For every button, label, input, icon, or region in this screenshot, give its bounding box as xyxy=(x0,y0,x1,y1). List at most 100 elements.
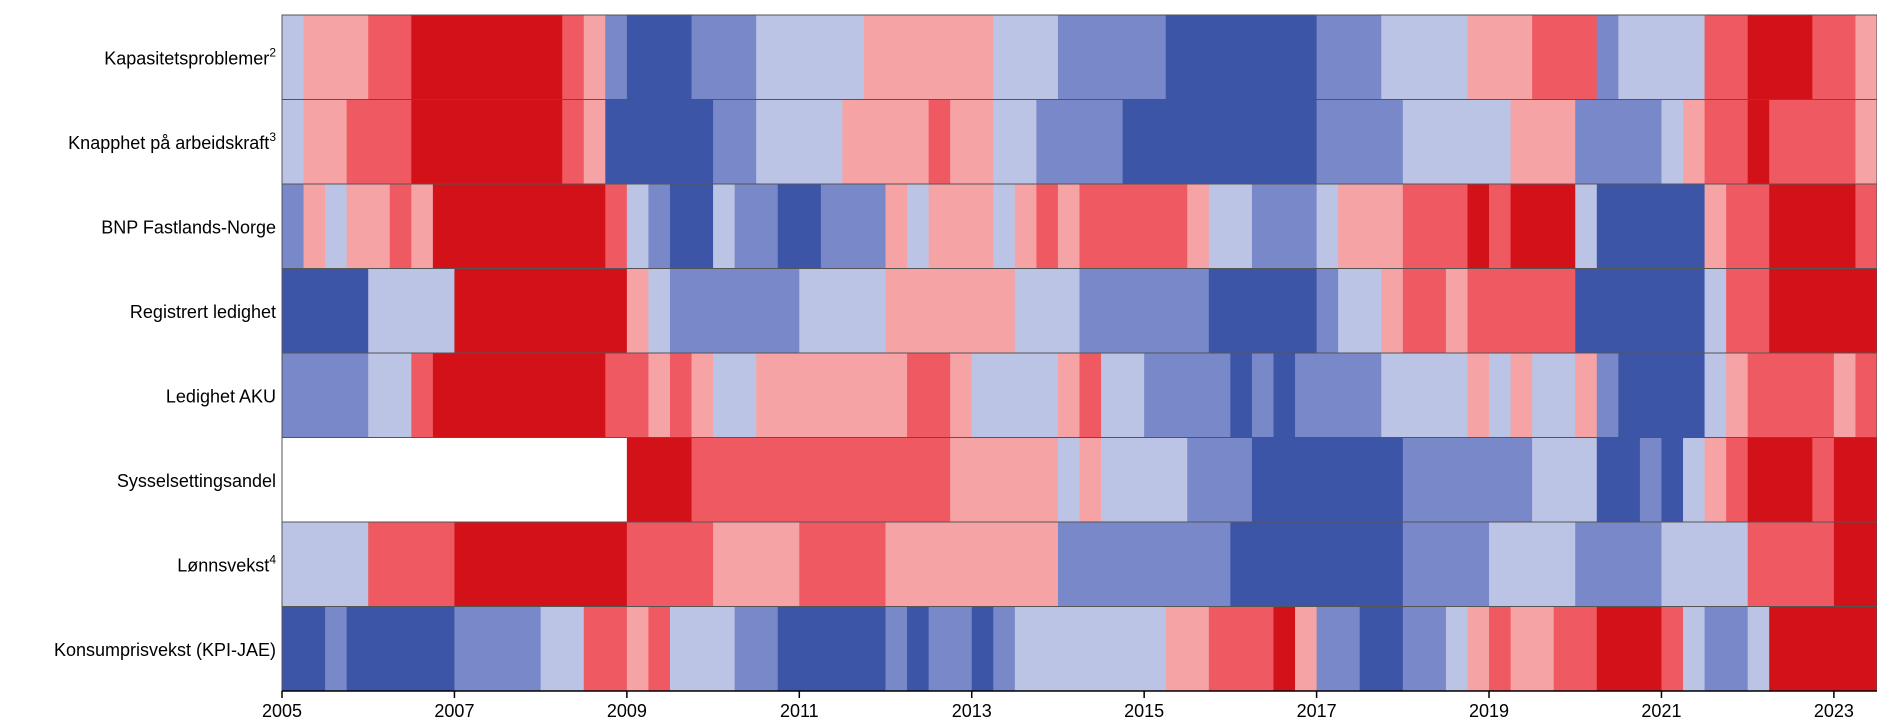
heatmap-cell-bnp-fastlands-norge xyxy=(282,184,305,269)
heatmap-cell-l-nnsvekst xyxy=(1402,522,1490,607)
heatmap-cell-konsumprisvekst-kpi-jae xyxy=(325,606,348,691)
heatmap-cell-bnp-fastlands-norge xyxy=(1187,184,1210,269)
row-label-knapphet-p-arbeidskraft: Knapphet på arbeidskraft3 xyxy=(68,130,276,153)
heatmap-cell-bnp-fastlands-norge xyxy=(1057,184,1081,269)
heatmap-cell-registrert-ledighet xyxy=(1704,268,1727,353)
heatmap-cell-registrert-ledighet xyxy=(1079,268,1210,353)
heatmap-cell-konsumprisvekst-kpi-jae xyxy=(1467,606,1490,691)
heatmap-cell-registrert-ledighet xyxy=(626,268,650,353)
heatmap-cell-kapasitetsproblemer xyxy=(1316,15,1382,100)
x-tick-label: 2021 xyxy=(1641,701,1681,720)
heatmap-cell-l-nnsvekst xyxy=(1057,522,1231,607)
heatmap-cell-ledighet-aku xyxy=(1251,353,1275,438)
heatmap-cell-registrert-ledighet xyxy=(669,268,800,353)
heatmap-cell-konsumprisvekst-kpi-jae xyxy=(1359,606,1404,691)
heatmap-cell-bnp-fastlands-norge xyxy=(432,184,606,269)
heatmap-cell-knapphet-p-arbeidskraft xyxy=(303,99,348,184)
heatmap-cell-bnp-fastlands-norge xyxy=(1467,184,1490,269)
heatmap-cell-bnp-fastlands-norge xyxy=(303,184,326,269)
heatmap-cell-konsumprisvekst-kpi-jae xyxy=(1661,606,1684,691)
heatmap-cell-kapasitetsproblemer xyxy=(626,15,693,100)
heatmap-cell-kapasitetsproblemer xyxy=(756,15,865,100)
heatmap-cell-kapasitetsproblemer xyxy=(993,15,1059,100)
heatmap-cell-bnp-fastlands-norge xyxy=(1036,184,1059,269)
heatmap-cell-knapphet-p-arbeidskraft xyxy=(583,99,606,184)
heatmap-cell-konsumprisvekst-kpi-jae xyxy=(346,606,456,691)
heatmap-cell-konsumprisvekst-kpi-jae xyxy=(993,606,1016,691)
heatmap-cell-ledighet-aku xyxy=(1101,353,1145,438)
heatmap-cell-konsumprisvekst-kpi-jae xyxy=(885,606,908,691)
heatmap-cell-konsumprisvekst-kpi-jae xyxy=(1316,606,1361,691)
heatmap-cell-l-nnsvekst xyxy=(713,522,800,607)
heatmap-cell-bnp-fastlands-norge xyxy=(928,184,994,269)
heatmap-cell-knapphet-p-arbeidskraft xyxy=(411,99,563,184)
heatmap-cell-ledighet-aku xyxy=(907,353,951,438)
heatmap-cell-knapphet-p-arbeidskraft xyxy=(993,99,1037,184)
heatmap-cell-konsumprisvekst-kpi-jae xyxy=(1769,606,1877,691)
x-tick-label: 2007 xyxy=(434,701,474,720)
row-label-ledighet-aku: Ledighet AKU xyxy=(166,386,276,406)
heatmap-cell-ledighet-aku xyxy=(1057,353,1081,438)
heatmap-cell-bnp-fastlands-norge xyxy=(389,184,412,269)
x-axis: 2005 2007 2009 2011 2013 2015 2017 2019 2021 2023 xyxy=(262,690,1877,721)
heatmap-cell-kapasitetsproblemer xyxy=(1381,15,1469,100)
heatmap-cell-kapasitetsproblemer xyxy=(1747,15,1813,100)
heatmap-cell-sysselsettingsandel xyxy=(1251,437,1404,522)
heatmap-cell-sysselsettingsandel xyxy=(1079,437,1102,522)
heatmap-cell-l-nnsvekst xyxy=(1661,522,1749,607)
heatmap-cell-registrert-ledighet xyxy=(1467,268,1576,353)
heatmap-cell-sysselsettingsandel xyxy=(1726,437,1749,522)
heatmap-cell-konsumprisvekst-kpi-jae xyxy=(454,606,542,691)
x-tick-label: 2017 xyxy=(1297,701,1337,720)
heatmap-cell-ledighet-aku xyxy=(756,353,908,438)
heatmap-cell-l-nnsvekst xyxy=(626,522,714,607)
heatmap-cell-sysselsettingsandel xyxy=(1747,437,1813,522)
heatmap-cell-registrert-ledighet xyxy=(454,268,628,353)
x-tick-label: 2023 xyxy=(1814,701,1854,720)
heatmap-cell-sysselsettingsandel xyxy=(1639,437,1663,522)
heatmap-cell-bnp-fastlands-norge xyxy=(820,184,887,269)
heatmap-cell-ledighet-aku xyxy=(411,353,434,438)
heatmap-cell-konsumprisvekst-kpi-jae xyxy=(1596,606,1663,691)
heatmap-cell-bnp-fastlands-norge xyxy=(1510,184,1576,269)
heatmap-cell-knapphet-p-arbeidskraft xyxy=(1575,99,1663,184)
row-label-sysselsettingsandel: Sysselsettingsandel xyxy=(117,471,276,491)
heatmap-cell-ledighet-aku xyxy=(691,353,714,438)
heatmap-cell-ledighet-aku xyxy=(950,353,973,438)
heatmap-cell-sysselsettingsandel xyxy=(1661,437,1684,522)
heatmap-cell-kapasitetsproblemer xyxy=(583,15,606,100)
heatmap-cell-registrert-ledighet xyxy=(1014,268,1081,353)
heatmap-cell-l-nnsvekst xyxy=(1575,522,1663,607)
heatmap-cell-registrert-ledighet xyxy=(1338,268,1382,353)
heatmap-cell-sysselsettingsandel xyxy=(1057,437,1081,522)
heatmap-cell-bnp-fastlands-norge xyxy=(1338,184,1404,269)
heatmap-cell-ledighet-aku xyxy=(1489,353,1512,438)
heatmap-cell-registrert-ledighet xyxy=(1575,268,1706,353)
heatmap-cell-kapasitetsproblemer xyxy=(1704,15,1749,100)
heatmap-cell-ledighet-aku xyxy=(1747,353,1835,438)
heatmap-cell-registrert-ledighet xyxy=(1445,268,1469,353)
heatmap-cell-l-nnsvekst xyxy=(799,522,887,607)
heatmap-cell-bnp-fastlands-norge xyxy=(626,184,650,269)
heatmap-cell-registrert-ledighet xyxy=(1316,268,1339,353)
heatmap-cell-bnp-fastlands-norge xyxy=(1402,184,1469,269)
heatmap-cell-kapasitetsproblemer xyxy=(282,15,305,100)
row-labels: Kapasitetsproblemer2 Knapphet på arbeidsk… xyxy=(54,45,276,660)
heatmap-cell-l-nnsvekst xyxy=(282,522,369,607)
heatmap-cell-bnp-fastlands-norge xyxy=(1769,184,1857,269)
heatmap-cell-konsumprisvekst-kpi-jae xyxy=(1402,606,1447,691)
heatmap-cell-registrert-ledighet xyxy=(1769,268,1877,353)
heatmap-cell-bnp-fastlands-norge xyxy=(713,184,736,269)
heatmap-cell-bnp-fastlands-norge xyxy=(605,184,628,269)
heatmap-cell-bnp-fastlands-norge xyxy=(1575,184,1598,269)
heatmap-cell-bnp-fastlands-norge xyxy=(993,184,1016,269)
heatmap-cell-konsumprisvekst-kpi-jae xyxy=(1553,606,1598,691)
heatmap-cell-kapasitetsproblemer xyxy=(605,15,628,100)
heatmap-cell-l-nnsvekst xyxy=(885,522,1059,607)
heatmap-cell-registrert-ledighet xyxy=(1402,268,1447,353)
heatmap-cell-konsumprisvekst-kpi-jae xyxy=(1747,606,1770,691)
heatmap-cell-ledighet-aku xyxy=(1510,353,1533,438)
heatmap-cell-konsumprisvekst-kpi-jae xyxy=(1165,606,1210,691)
